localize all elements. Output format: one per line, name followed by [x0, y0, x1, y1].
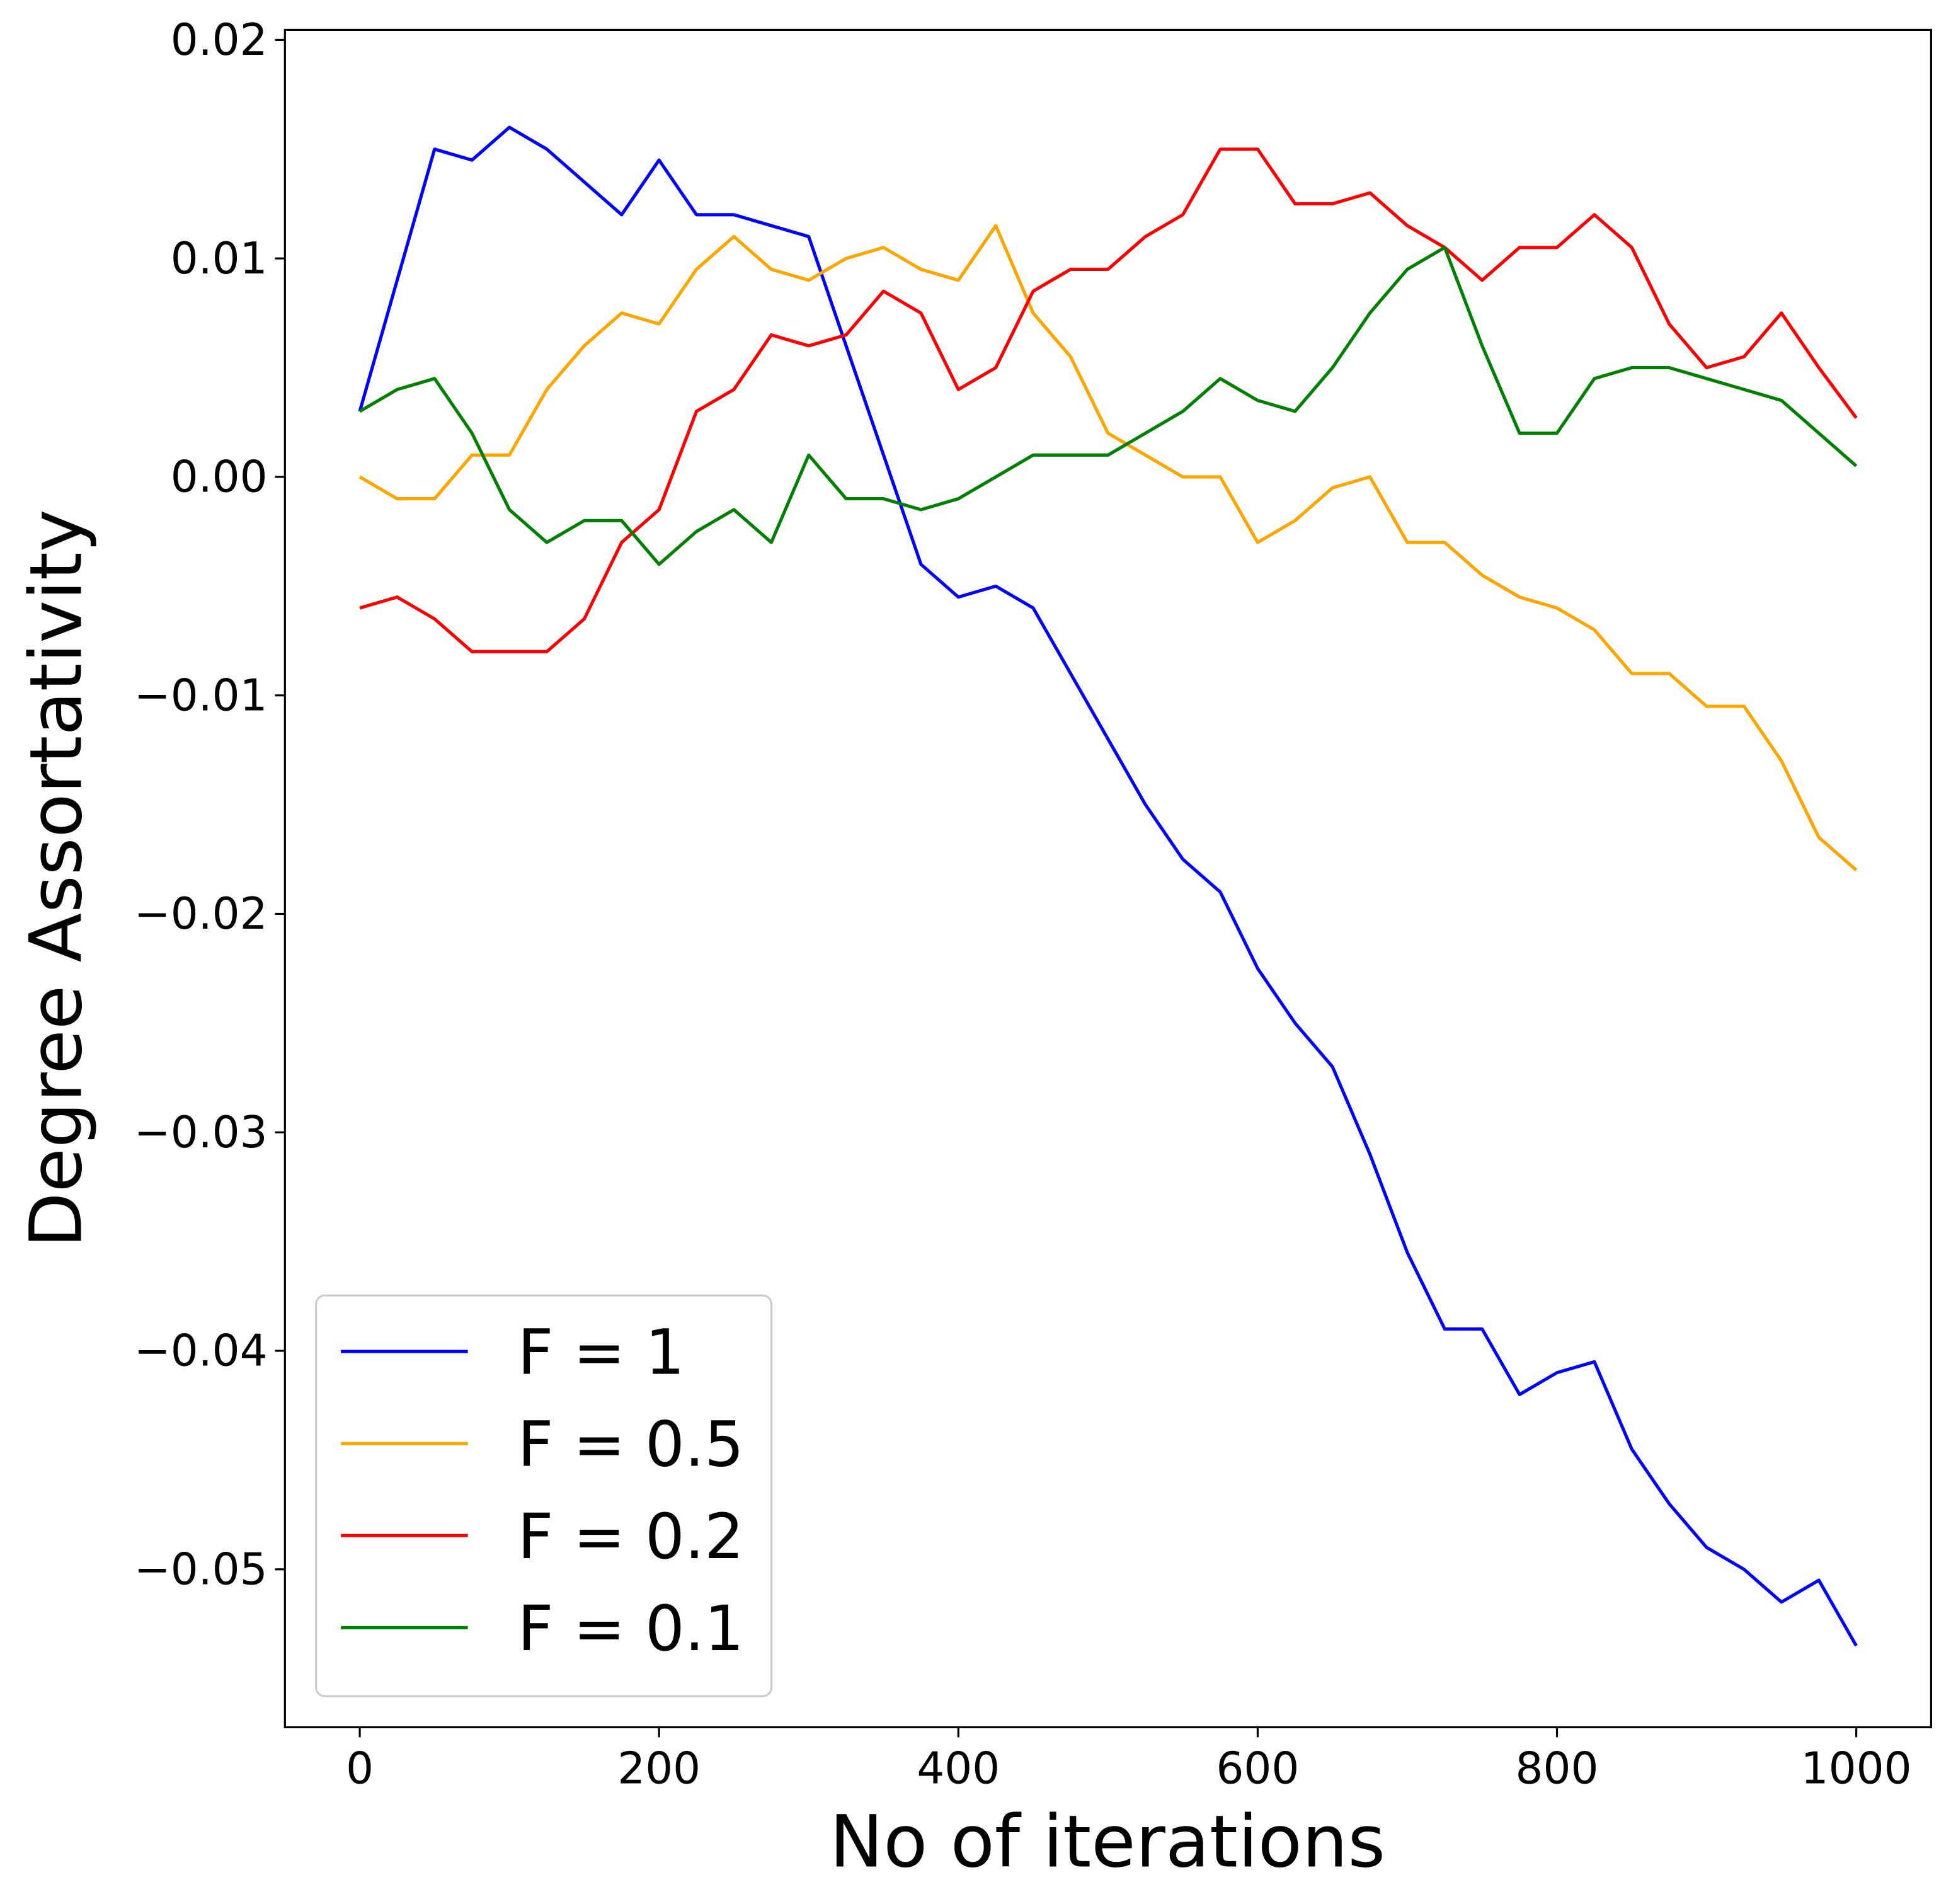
legend-label: F = 0.1	[518, 1593, 744, 1665]
x-tick-label: 1000	[1801, 1743, 1912, 1794]
y-tick-label: 0.01	[171, 234, 268, 284]
series-line	[358, 224, 1858, 872]
plot-frame	[283, 28, 1932, 1729]
y-tick-label: −0.04	[134, 1326, 268, 1377]
y-tick-label: −0.01	[134, 670, 268, 721]
legend-label: F = 1	[518, 1317, 685, 1389]
x-tick-label: 800	[1516, 1743, 1599, 1794]
x-tick-label: 200	[617, 1743, 701, 1794]
y-tick-label: −0.02	[134, 889, 268, 939]
legend-label: F = 0.5	[518, 1409, 744, 1481]
y-tick-label: −0.05	[134, 1544, 268, 1595]
y-axis-label: Degree Assortativity	[14, 509, 98, 1247]
y-tick-label: 0.02	[171, 15, 268, 66]
series-line	[358, 246, 1858, 566]
series-line	[359, 147, 1858, 653]
y-tick-label: −0.03	[134, 1108, 268, 1158]
x-axis-label: No of iterations	[830, 1801, 1386, 1884]
x-tick-label: 0	[346, 1743, 374, 1794]
x-tick-label: 600	[1216, 1743, 1299, 1794]
x-tick-label: 400	[917, 1743, 1000, 1794]
series-line	[358, 125, 1858, 1647]
y-tick-label: 0.00	[171, 452, 268, 503]
legend-box	[315, 1294, 773, 1697]
legend-label: F = 0.2	[518, 1501, 744, 1573]
